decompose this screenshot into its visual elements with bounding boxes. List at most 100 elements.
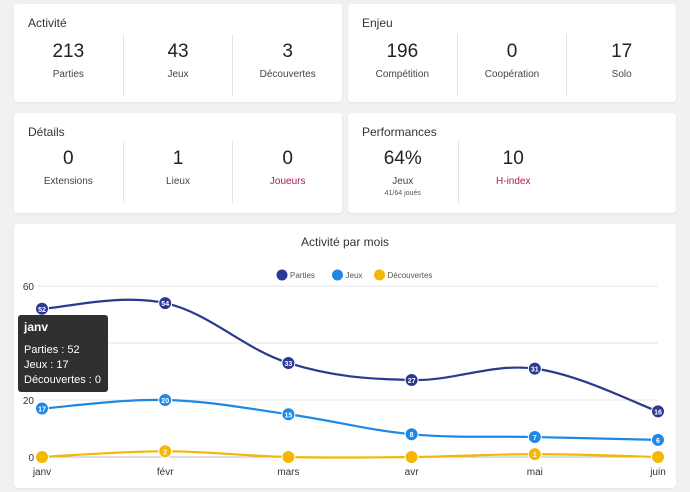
card-title: Performances xyxy=(362,125,437,139)
data-point[interactable] xyxy=(404,427,419,442)
stat-parties: 213 Parties xyxy=(14,34,123,96)
stat-value: 196 xyxy=(386,41,419,62)
x-tick-label: avr xyxy=(405,467,420,478)
legend-label[interactable]: Parties xyxy=(290,271,315,280)
stat-value: 0 xyxy=(63,148,74,169)
stat-joueurs[interactable]: 0 Joueurs xyxy=(232,141,342,203)
data-label: 1 xyxy=(533,452,537,459)
stat-label: Coopération xyxy=(484,69,540,80)
x-tick-label: juin xyxy=(649,467,666,478)
card-activite: Activité 213 Parties 43 Jeux 3 Découvert… xyxy=(14,4,342,102)
stat-label: Extensions xyxy=(43,176,93,187)
stat-label: Parties xyxy=(52,69,84,80)
stat-label: Découvertes xyxy=(259,69,316,80)
stat-value: 0 xyxy=(282,148,293,169)
card-title: Activité xyxy=(28,16,67,30)
card-performances: Performances 64% Jeux 41/64 joués 10 H-i… xyxy=(348,113,676,213)
y-tick-label: 20 xyxy=(23,396,35,407)
stat-value: 0 xyxy=(506,41,518,62)
card-title: Détails xyxy=(28,125,65,139)
data-point[interactable] xyxy=(651,404,665,419)
data-label: 2 xyxy=(163,449,167,456)
data-point[interactable] xyxy=(158,296,173,311)
legend-label[interactable]: Jeux xyxy=(346,271,363,280)
legend-swatch[interactable] xyxy=(276,269,288,281)
series-line[interactable] xyxy=(41,450,659,459)
stat-hindex[interactable]: 10 H-index xyxy=(457,141,569,203)
data-label: 8 xyxy=(410,432,414,439)
legend-swatch[interactable] xyxy=(332,269,343,281)
data-point[interactable] xyxy=(281,450,296,464)
data-label: 15 xyxy=(285,412,293,419)
card-enjeu: Enjeu 196 Compétition 0 Coopération 17 S… xyxy=(348,4,676,102)
data-label: 6 xyxy=(656,438,660,445)
data-point[interactable] xyxy=(404,373,419,388)
data-label: 31 xyxy=(531,367,539,374)
series-line[interactable] xyxy=(41,298,659,413)
stats-row: 64% Jeux 41/64 joués 10 H-index xyxy=(348,141,568,203)
x-tick-label: janv xyxy=(32,467,51,478)
y-tick-label: 0 xyxy=(28,453,34,464)
data-label: 33 xyxy=(285,361,293,368)
legend-label[interactable]: Découvertes xyxy=(388,271,433,280)
stat-label: Lieux xyxy=(166,176,190,187)
stats-row: 0 Extensions 1 Lieux 0 Joueurs xyxy=(14,141,342,203)
stat-extensions: 0 Extensions xyxy=(14,141,123,203)
stat-label: Solo xyxy=(611,69,632,80)
data-point[interactable] xyxy=(35,450,49,464)
legend-swatch[interactable] xyxy=(374,269,385,281)
data-label: 54 xyxy=(161,301,169,308)
chart-title: Activité par mois xyxy=(301,235,389,249)
card-title: Enjeu xyxy=(362,16,393,30)
data-point[interactable] xyxy=(281,407,296,422)
stat-lieux: 1 Lieux xyxy=(122,141,233,203)
stat-value: 1 xyxy=(172,148,184,169)
stat-label: Jeux xyxy=(167,69,189,80)
stat-competition: 196 Compétition xyxy=(348,34,457,96)
stat-value: 64% xyxy=(383,148,422,169)
chart-card xyxy=(14,224,676,488)
data-point[interactable] xyxy=(527,447,542,462)
chart-legend[interactable]: Parties Jeux Découvertes xyxy=(276,269,433,281)
hindex-link[interactable]: H-index xyxy=(496,176,531,187)
chart-grid xyxy=(38,285,658,458)
stat-decouvertes: 3 Découvertes xyxy=(232,34,342,96)
stat-value: 3 xyxy=(282,41,293,62)
card-details: Détails 0 Extensions 1 Lieux 0 Joueurs xyxy=(14,113,342,213)
data-point[interactable] xyxy=(527,430,542,445)
stat-jeux: 43 Jeux xyxy=(122,34,233,96)
joueurs-link[interactable]: Joueurs xyxy=(269,176,306,187)
data-point[interactable] xyxy=(158,444,173,459)
stat-value: 213 xyxy=(52,41,85,62)
stat-cooperation: 0 Coopération xyxy=(456,34,567,96)
chart-series[interactable]: 52 54 33 27 31 16 17 20 15 8 7 6 2 1 xyxy=(35,296,665,464)
axis-ticks: 0 20 60 janv févr mars avr mai juin xyxy=(23,282,666,478)
data-point[interactable] xyxy=(651,450,665,464)
tooltip-title: janv xyxy=(24,320,49,334)
x-tick-label: mars xyxy=(277,467,299,478)
data-point[interactable] xyxy=(281,355,296,370)
stats-row: 196 Compétition 0 Coopération 17 Solo xyxy=(348,34,676,96)
data-point[interactable] xyxy=(158,393,173,407)
chart-tooltip: janv Parties : 52 Jeux : 17 Découvertes … xyxy=(18,315,108,392)
stat-sub: 41/64 joués xyxy=(384,190,421,197)
data-point[interactable] xyxy=(404,450,419,464)
x-tick-label: mai xyxy=(527,467,543,478)
y-tick-label: 60 xyxy=(23,282,35,293)
data-label: 52 xyxy=(38,307,46,314)
stats-row: 213 Parties 43 Jeux 3 Découvertes xyxy=(14,34,342,96)
data-point[interactable] xyxy=(527,361,542,376)
x-tick-label: févr xyxy=(157,467,174,478)
data-point[interactable] xyxy=(651,432,665,447)
stat-jeux-pct: 64% Jeux 41/64 joués xyxy=(348,141,458,203)
data-label: 20 xyxy=(161,398,169,405)
data-point[interactable] xyxy=(35,401,49,416)
series-line[interactable] xyxy=(41,398,659,441)
data-label: 27 xyxy=(408,378,416,385)
stat-value: 10 xyxy=(502,148,524,169)
tooltip-line: Parties : 52 xyxy=(24,344,80,356)
data-label: 16 xyxy=(654,409,662,416)
data-label: 7 xyxy=(533,435,537,442)
data-label: 17 xyxy=(38,407,46,414)
